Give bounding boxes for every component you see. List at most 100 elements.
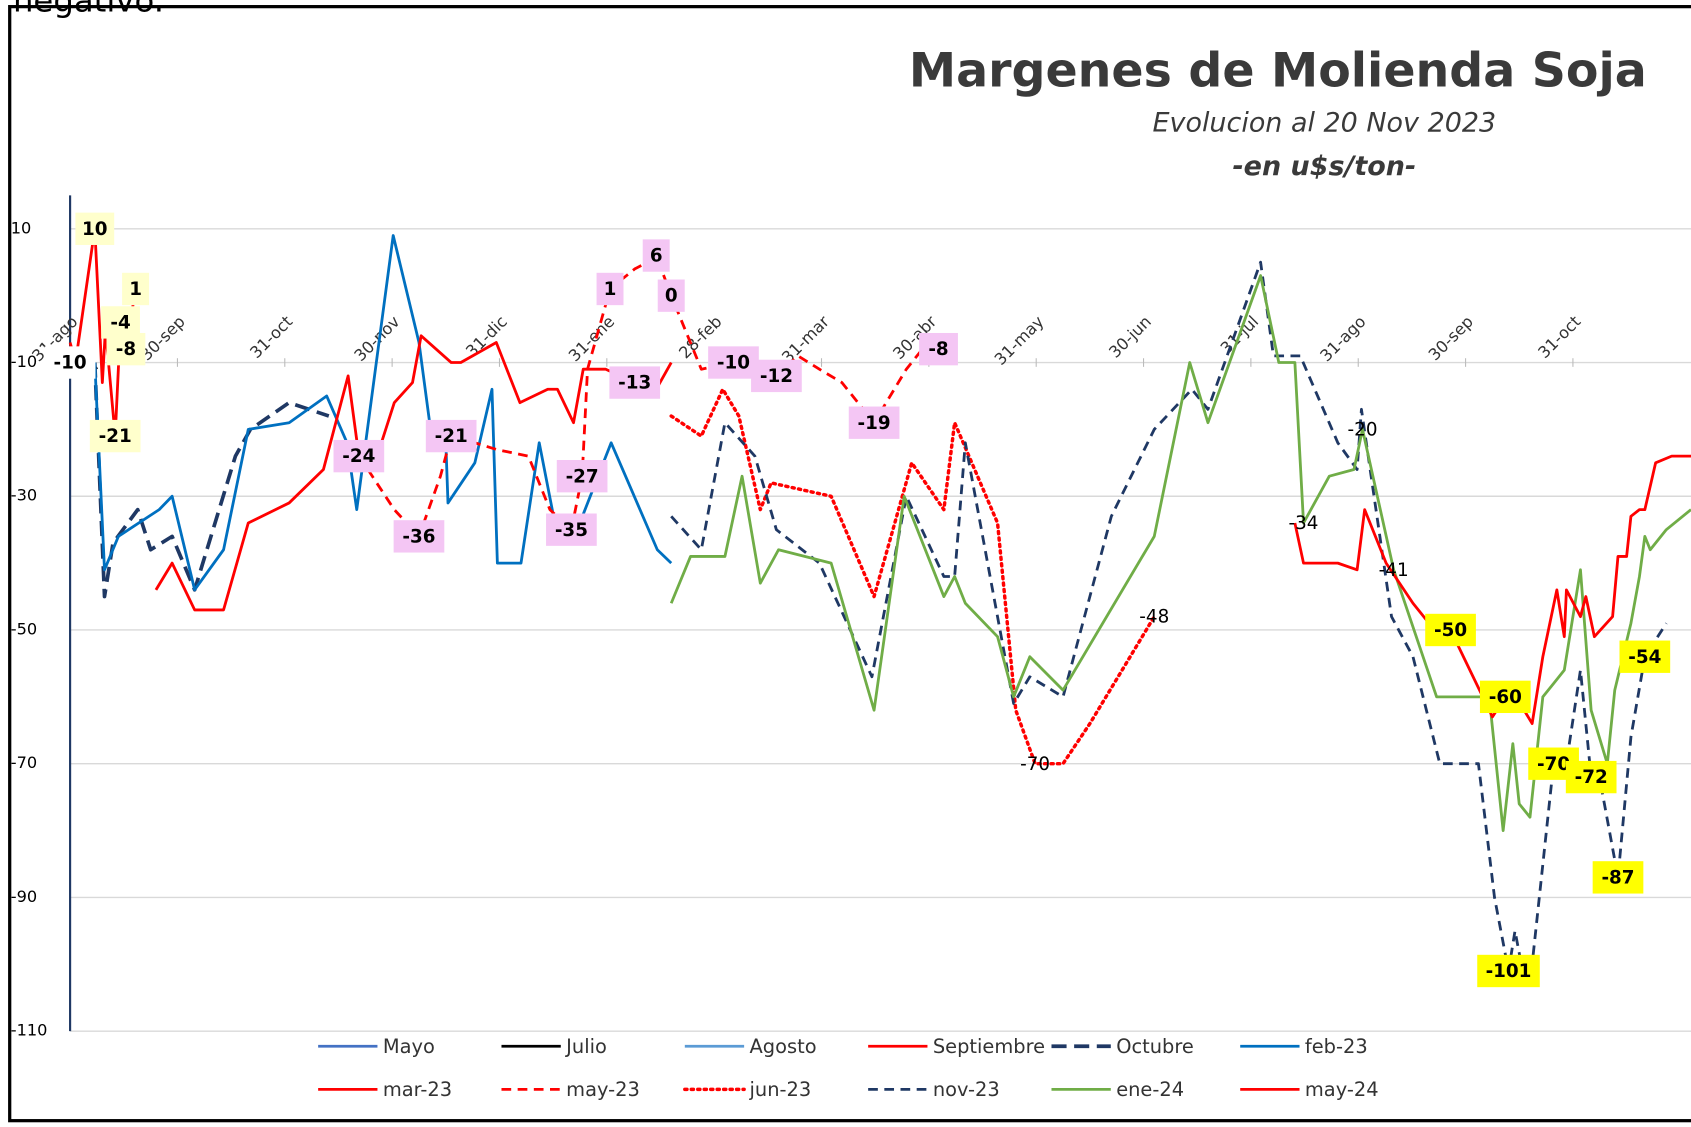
data-label: -27 [556, 460, 608, 493]
y-tick-label: -50 [11, 619, 37, 638]
note: negativo. [13, 0, 164, 19]
legend-label: ene-24 [1116, 1078, 1184, 1101]
data-label: -21 [425, 419, 477, 453]
data-label-text: 10 [82, 219, 108, 240]
x-tick-label: 31-dic [462, 312, 511, 361]
y-tick-label: -70 [11, 753, 37, 772]
x-tick-label: 30-jun [1105, 312, 1155, 362]
series-line [92, 362, 330, 599]
data-label-text: -12 [760, 366, 793, 387]
x-tick-label: 31-may [991, 312, 1048, 369]
data-label-text: -27 [566, 466, 599, 487]
data-label: -50 [1425, 613, 1476, 647]
data-label-box [75, 212, 115, 245]
data-label: 10 [75, 212, 115, 245]
legend-label: Agosto [750, 1035, 817, 1058]
data-label-text: -50 [1434, 620, 1467, 641]
y-tick-label: -10 [11, 352, 37, 371]
frame [8, 5, 1691, 1123]
legend-label: may-23 [566, 1078, 640, 1101]
data-label: -19 [848, 406, 900, 439]
data-label: -54 [1619, 640, 1671, 673]
x-tick-label: 31-oct [1534, 312, 1584, 362]
data-label-box [106, 332, 146, 366]
data-label-box [1619, 640, 1671, 673]
data-label: -36 [393, 520, 445, 553]
data-label-text: -4 [110, 312, 130, 333]
data-label-text: -48 [1139, 607, 1169, 628]
data-label-text: -21 [99, 426, 132, 447]
data-label-text: -21 [435, 426, 468, 447]
data-label-box [1425, 613, 1476, 647]
data-label-text: -70 [1537, 754, 1570, 775]
x-tick-label: 31-ene [565, 312, 618, 365]
data-label-text: 6 [650, 246, 663, 267]
data-label-text: -13 [618, 373, 651, 394]
data-label: 1 [122, 272, 150, 306]
x-tick-label: 31-oct [246, 312, 296, 362]
data-label-text: -54 [1628, 647, 1661, 668]
data-label-box [546, 513, 597, 546]
data-label-box [596, 272, 624, 306]
data-label-box [751, 359, 802, 393]
data-label-box [556, 460, 608, 493]
series-line [1293, 454, 1691, 725]
data-label: -24 [333, 439, 385, 473]
data-label: -35 [546, 513, 597, 546]
legend-label: mar-23 [383, 1078, 452, 1101]
data-label: 6 [642, 239, 670, 272]
data-label: -87 [1592, 861, 1644, 894]
data-label-text: -19 [858, 413, 891, 434]
data-label-text: -34 [1289, 513, 1319, 534]
y-tick-label: 10 [11, 218, 32, 237]
y-tick-label: -110 [11, 1021, 48, 1040]
x-tick-label: 31-mar [778, 312, 833, 367]
legend-label: Mayo [383, 1035, 435, 1058]
data-label-box [642, 239, 670, 272]
data-label-text: -8 [928, 339, 948, 360]
series-line [669, 387, 1156, 766]
legend-label: Septiembre [933, 1035, 1045, 1058]
data-label-box [848, 406, 900, 439]
data-label-box [1477, 954, 1540, 988]
data-label-box [1479, 680, 1531, 714]
y-tick-label: -90 [11, 887, 37, 906]
data-label-box [919, 332, 958, 366]
data-label: -70 [1020, 754, 1050, 775]
data-label-text: -70 [1020, 754, 1050, 775]
series-line [669, 274, 1691, 832]
data-label-text: -36 [402, 526, 435, 547]
data-label: -21 [89, 419, 141, 453]
data-label-text: -10 [54, 353, 87, 374]
legend-label: Octubre [1116, 1035, 1194, 1058]
data-label-text: -24 [342, 446, 375, 467]
data-label-text: -60 [1489, 687, 1522, 708]
y-tick-label: -30 [11, 486, 37, 505]
data-label: -72 [1565, 760, 1617, 794]
data-label-text: -41 [1379, 560, 1409, 581]
data-label-text: -35 [555, 520, 588, 541]
data-label-box [44, 346, 96, 379]
data-label-box [609, 366, 661, 399]
data-label: -12 [751, 359, 802, 393]
chart-subtitle: Evolucion al 20 Nov 2023 [1152, 108, 1496, 139]
data-label: -60 [1479, 680, 1531, 714]
data-label-box [708, 346, 759, 379]
chart-title: Margenes de Molienda Soja [909, 44, 1647, 99]
data-label-text: -8 [116, 339, 136, 360]
legend-label: jun-23 [749, 1078, 812, 1101]
data-label: -34 [1289, 513, 1319, 534]
data-label-box [393, 520, 445, 553]
data-label-box [333, 439, 385, 473]
data-label: -20 [1348, 419, 1378, 440]
data-label: -10 [708, 346, 759, 379]
data-label-text: 1 [604, 279, 617, 300]
data-label: -8 [106, 332, 146, 366]
data-label-text: -101 [1486, 961, 1532, 982]
data-label-box [425, 419, 477, 453]
data-label: -13 [609, 366, 661, 399]
data-label-text: -20 [1348, 419, 1378, 440]
data-label: -10 [44, 346, 96, 379]
data-label: -101 [1477, 954, 1540, 988]
data-label: 0 [657, 279, 685, 312]
